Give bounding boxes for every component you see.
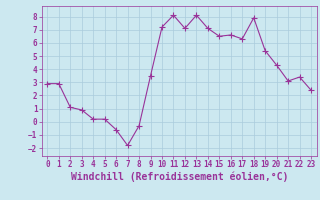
- X-axis label: Windchill (Refroidissement éolien,°C): Windchill (Refroidissement éolien,°C): [70, 172, 288, 182]
